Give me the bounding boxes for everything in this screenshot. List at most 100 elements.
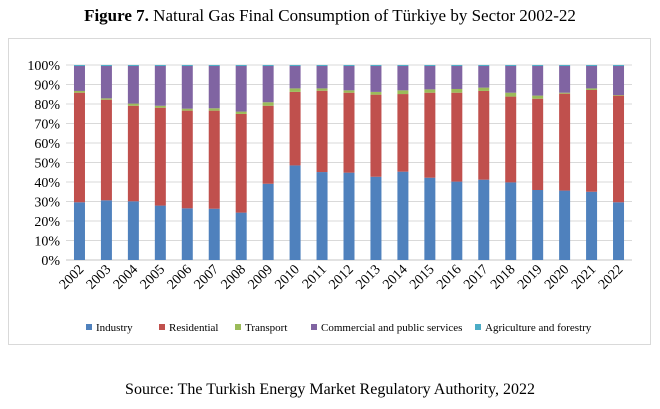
bar-agriculture-and-forestry-2015 (424, 65, 436, 66)
bar-transport-2017 (478, 87, 490, 91)
bar-residential-2005 (154, 107, 166, 206)
bar-residential-2010 (289, 91, 301, 166)
bar-commercial-and-public-services-2006 (181, 65, 193, 109)
bar-commercial-and-public-services-2013 (370, 65, 382, 92)
figure-caption: Natural Gas Final Consumption of Türkiye… (148, 6, 576, 25)
bar-industry-2016 (451, 181, 463, 260)
bar-transport-2022 (613, 95, 625, 96)
bar-industry-2017 (478, 179, 490, 260)
bar-commercial-and-public-services-2012 (343, 65, 355, 91)
bar-commercial-and-public-services-2018 (505, 65, 517, 93)
bar-transport-2016 (451, 88, 463, 93)
bar-industry-2012 (343, 172, 355, 260)
bar-residential-2006 (181, 110, 193, 209)
bar-commercial-and-public-services-2020 (559, 65, 571, 93)
x-tick-label: 2011 (300, 262, 330, 292)
x-tick-label: 2020 (542, 262, 572, 292)
x-tick-label: 2013 (353, 262, 383, 292)
bar-commercial-and-public-services-2021 (586, 65, 598, 89)
bar-industry-2003 (100, 200, 112, 260)
bar-transport-2002 (73, 90, 85, 93)
bar-residential-2021 (586, 89, 598, 192)
legend-swatch (311, 324, 317, 330)
legend-label: Industry (96, 322, 133, 334)
bar-transport-2014 (397, 90, 409, 95)
bar-commercial-and-public-services-2010 (289, 65, 301, 89)
legend-label: Commercial and public services (321, 322, 462, 334)
legend-label: Agriculture and forestry (485, 322, 592, 334)
y-tick-label: 10% (34, 235, 60, 250)
bar-residential-2011 (316, 90, 328, 173)
bar-commercial-and-public-services-2011 (316, 65, 328, 89)
bar-industry-2019 (532, 189, 544, 260)
bar-agriculture-and-forestry-2004 (127, 65, 139, 66)
y-tick-label: 70% (34, 118, 60, 133)
y-tick-label: 40% (34, 176, 60, 191)
bar-agriculture-and-forestry-2020 (559, 65, 571, 66)
x-tick-label: 2006 (165, 262, 195, 292)
bar-agriculture-and-forestry-2008 (235, 65, 247, 66)
x-tick-label: 2021 (569, 262, 599, 292)
x-tick-label: 2014 (380, 262, 410, 292)
bar-transport-2015 (424, 89, 436, 93)
x-tick-label: 2019 (515, 262, 545, 292)
legend-label: Residential (169, 322, 219, 334)
bar-transport-2013 (370, 91, 382, 95)
bar-transport-2011 (316, 88, 328, 91)
bar-commercial-and-public-services-2002 (73, 65, 85, 91)
bar-commercial-and-public-services-2017 (478, 65, 490, 88)
bar-transport-2021 (586, 88, 598, 90)
bar-commercial-and-public-services-2008 (235, 65, 247, 112)
bar-residential-2018 (505, 96, 517, 183)
bar-transport-2003 (100, 98, 112, 100)
bar-residential-2013 (370, 94, 382, 177)
bar-agriculture-and-forestry-2022 (613, 65, 625, 66)
bar-agriculture-and-forestry-2005 (154, 65, 166, 66)
x-tick-label: 2004 (111, 262, 141, 292)
bar-residential-2003 (100, 99, 112, 201)
bar-residential-2008 (235, 113, 247, 213)
bar-agriculture-and-forestry-2018 (505, 65, 517, 66)
y-tick-label: 60% (34, 137, 60, 152)
x-tick-label: 2007 (192, 262, 222, 292)
legend-label: Transport (245, 322, 287, 334)
bar-transport-2012 (343, 90, 355, 93)
x-tick-label: 2016 (434, 262, 464, 292)
bar-agriculture-and-forestry-2002 (73, 65, 85, 66)
bar-industry-2008 (235, 212, 247, 260)
y-tick-label: 20% (34, 215, 60, 230)
bar-commercial-and-public-services-2003 (100, 65, 112, 99)
bar-residential-2002 (73, 92, 85, 203)
legend-swatch (159, 324, 165, 330)
bar-industry-2022 (613, 202, 625, 260)
bar-industry-2018 (505, 182, 517, 260)
bar-industry-2020 (559, 190, 571, 260)
bar-residential-2007 (208, 110, 220, 209)
x-tick-label: 2015 (407, 262, 437, 292)
bar-transport-2005 (154, 105, 166, 108)
x-tick-label: 2003 (84, 262, 114, 292)
bar-residential-2015 (424, 92, 436, 178)
bar-agriculture-and-forestry-2021 (586, 65, 598, 66)
x-tick-label: 2005 (138, 262, 168, 292)
bar-industry-2011 (316, 172, 328, 260)
bar-transport-2008 (235, 111, 247, 114)
bar-commercial-and-public-services-2016 (451, 65, 463, 89)
bar-industry-2010 (289, 165, 301, 260)
bar-residential-2019 (532, 98, 544, 190)
bar-residential-2009 (262, 105, 274, 184)
bar-commercial-and-public-services-2005 (154, 65, 166, 106)
bar-commercial-and-public-services-2015 (424, 65, 436, 90)
bar-industry-2021 (586, 191, 598, 260)
source-note: Source: The Turkish Energy Market Regula… (125, 381, 535, 398)
x-tick-label: 2017 (461, 262, 491, 292)
bar-transport-2004 (127, 103, 139, 106)
bar-transport-2020 (559, 92, 571, 94)
bar-industry-2002 (73, 202, 85, 260)
bar-residential-2020 (559, 93, 571, 191)
bar-industry-2009 (262, 183, 274, 260)
bar-commercial-and-public-services-2022 (613, 65, 625, 96)
y-tick-label: 90% (34, 79, 60, 94)
bar-industry-2007 (208, 208, 220, 260)
bar-transport-2006 (181, 108, 193, 111)
